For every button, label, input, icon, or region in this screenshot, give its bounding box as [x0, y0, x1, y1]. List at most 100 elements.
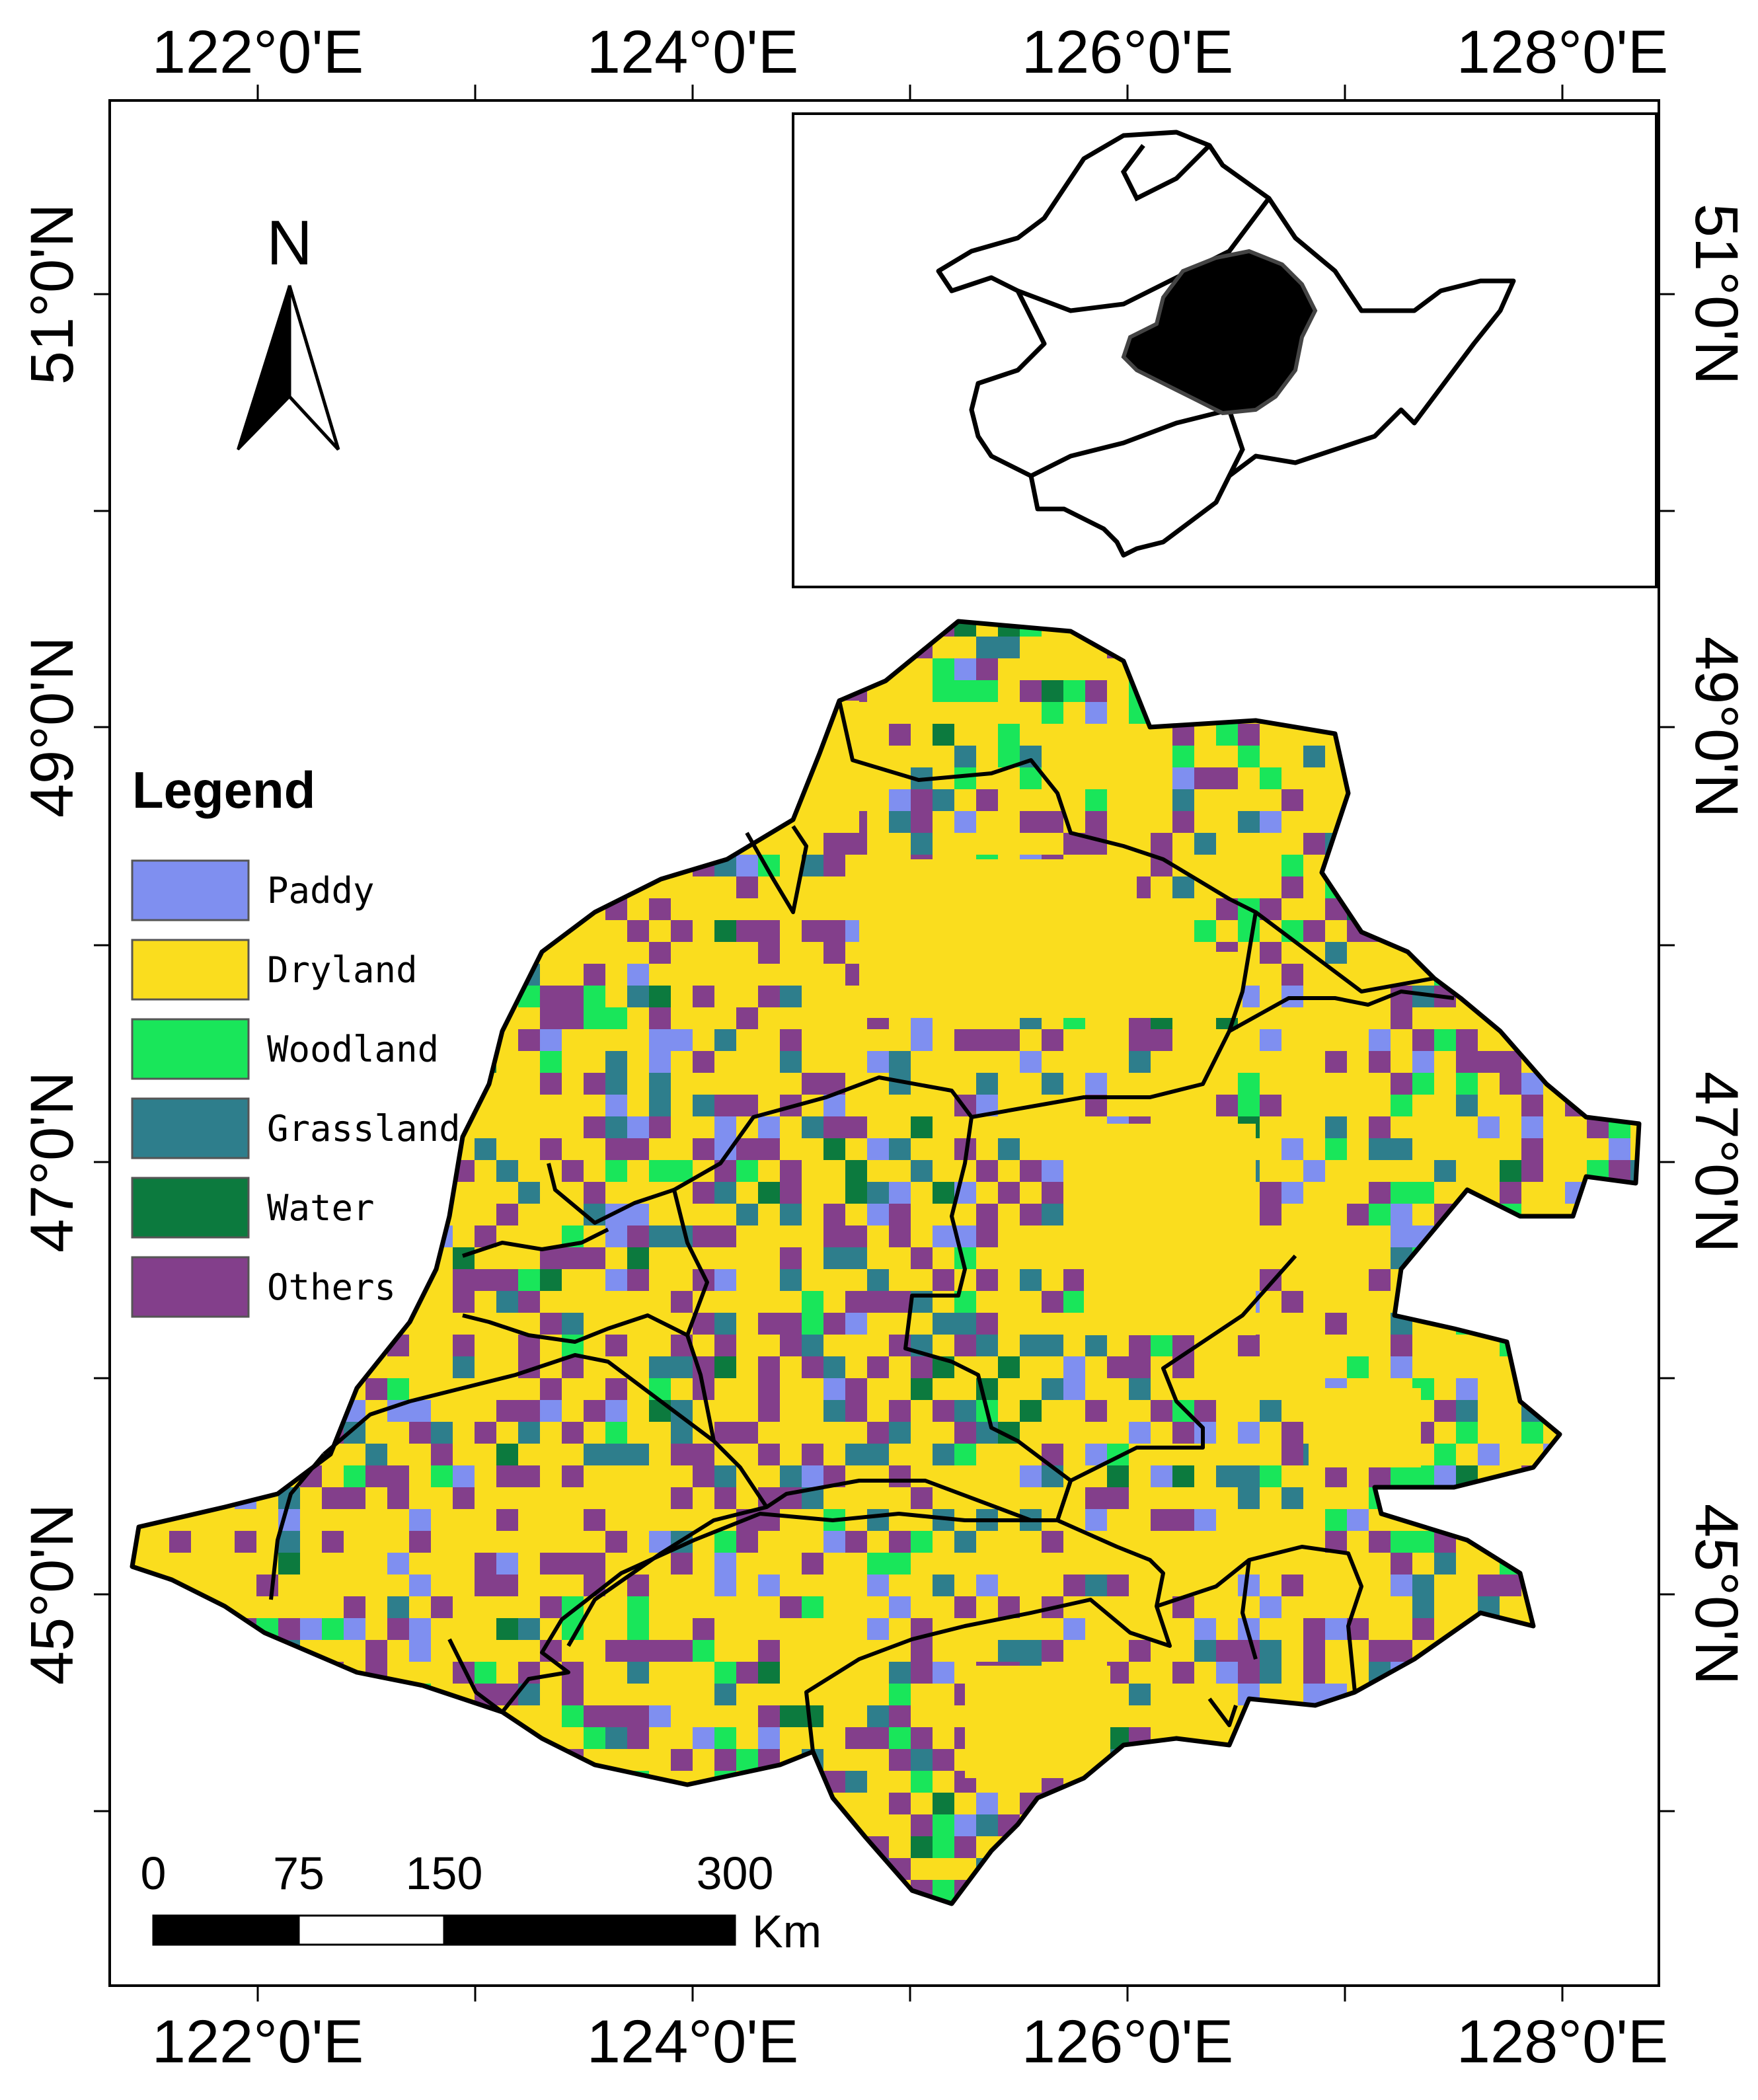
county-boundary	[462, 1313, 689, 1344]
dryland-patch	[965, 1666, 1110, 1778]
land-use-cell	[867, 1575, 889, 1596]
land-use-cell	[475, 1662, 496, 1684]
land-use-cell	[889, 1727, 911, 1749]
land-use-cell	[365, 1444, 387, 1465]
land-use-cell	[453, 1465, 475, 1487]
land-use-cell	[802, 1356, 823, 1378]
land-use-cell	[714, 1531, 736, 1553]
land-use-cell	[976, 1225, 998, 1247]
north-arrow: N	[237, 208, 340, 451]
land-use-cell	[1020, 1160, 1042, 1182]
land-use-cell	[736, 1749, 758, 1771]
land-use-cell	[1391, 1007, 1412, 1029]
land-use-cell	[954, 1400, 976, 1422]
land-use-cell	[1281, 1487, 1303, 1509]
land-use-cell	[714, 1575, 736, 1596]
land-use-cell	[933, 680, 954, 702]
land-use-cell	[671, 1444, 693, 1465]
land-use-cell	[387, 1465, 409, 1487]
land-use-cell	[976, 1160, 998, 1182]
land-use-cell	[1456, 1400, 1478, 1422]
land-use-cell	[845, 1225, 867, 1247]
county-boundary	[1207, 1697, 1238, 1727]
land-use-cell	[1434, 1160, 1456, 1182]
land-use-cell	[1194, 1509, 1216, 1531]
land-use-cell	[1281, 789, 1303, 811]
land-use-cell	[1042, 1335, 1063, 1356]
land-use-cell	[1238, 1095, 1260, 1116]
land-use-cell	[649, 898, 671, 920]
land-use-cell	[518, 1422, 540, 1444]
land-use-cell	[496, 1444, 518, 1465]
land-use-cell	[496, 1400, 518, 1422]
land-use-cell	[802, 1705, 823, 1727]
legend-swatch-woodland	[131, 1018, 250, 1080]
land-use-cell	[780, 1247, 802, 1269]
land-use-cell	[1325, 942, 1347, 964]
land-use-cell	[976, 680, 998, 702]
land-use-cell	[802, 920, 823, 942]
land-use-cell	[605, 1007, 627, 1029]
land-use-cell	[780, 1160, 802, 1182]
land-use-cell	[540, 1138, 562, 1160]
land-use-cell	[758, 1727, 780, 1749]
land-use-cell	[453, 1291, 475, 1313]
land-use-cell	[562, 986, 584, 1007]
land-use-cell	[300, 1618, 322, 1640]
land-use-cell	[1260, 1029, 1281, 1051]
land-use-cell	[1063, 1378, 1085, 1400]
land-use-cell	[1194, 1640, 1216, 1662]
county-boundary	[804, 1480, 1172, 1752]
land-use-cell	[780, 1705, 802, 1727]
land-use-cell	[453, 1487, 475, 1509]
land-use-cell	[1281, 855, 1303, 876]
land-use-cell	[627, 1225, 649, 1247]
land-use-cell	[518, 1618, 540, 1640]
land-use-cell	[954, 746, 976, 767]
land-use-cell	[867, 1422, 889, 1444]
land-use-cell	[1325, 1618, 1347, 1640]
land-use-cell	[867, 1356, 889, 1378]
land-use-cell	[1521, 1422, 1543, 1444]
land-use-cell	[1085, 1073, 1107, 1095]
land-use-cell	[889, 1662, 911, 1684]
bottom-lon-label: 124°0'E	[587, 2008, 798, 2076]
land-use-cell	[1020, 1269, 1042, 1291]
land-use-cell	[387, 1596, 409, 1618]
land-use-cell	[802, 1073, 823, 1095]
scale-tick-label: 75	[273, 1847, 325, 1899]
land-use-cell	[518, 1291, 540, 1313]
land-use-cell	[1042, 1029, 1063, 1051]
land-use-cell	[867, 1618, 889, 1640]
land-use-cell	[998, 1356, 1020, 1378]
inset-study-area	[1121, 249, 1318, 416]
land-use-cell	[845, 833, 867, 855]
land-use-cell	[453, 1356, 475, 1378]
land-use-cell	[823, 942, 845, 964]
right-lat-label: 45°0'N	[1683, 1504, 1750, 1685]
land-use-cell	[627, 1662, 649, 1684]
land-use-cell	[1194, 767, 1216, 789]
land-use-cell	[1434, 1444, 1456, 1465]
land-use-cell	[736, 876, 758, 898]
land-use-cell	[605, 1531, 627, 1553]
land-use-cell	[649, 1640, 671, 1662]
land-use-cell	[780, 1596, 802, 1618]
land-use-cell	[1500, 1575, 1521, 1596]
land-use-cell	[845, 1160, 867, 1182]
land-use-cell	[714, 1684, 736, 1705]
land-use-cell	[1216, 1465, 1238, 1487]
land-use-cell	[409, 1640, 431, 1662]
land-use-cell	[496, 1618, 518, 1640]
land-use-cell	[1281, 1291, 1303, 1313]
land-use-cell	[976, 1793, 998, 1814]
land-use-cell	[1129, 1684, 1151, 1705]
land-use-cell	[475, 1138, 496, 1160]
land-use-cell	[649, 1073, 671, 1095]
land-use-cell	[736, 920, 758, 942]
land-use-cell	[1347, 1204, 1369, 1225]
land-use-cell	[1260, 1662, 1281, 1684]
land-use-cell	[780, 1029, 802, 1051]
land-use-cell	[627, 1618, 649, 1640]
land-use-cell	[693, 1727, 714, 1749]
